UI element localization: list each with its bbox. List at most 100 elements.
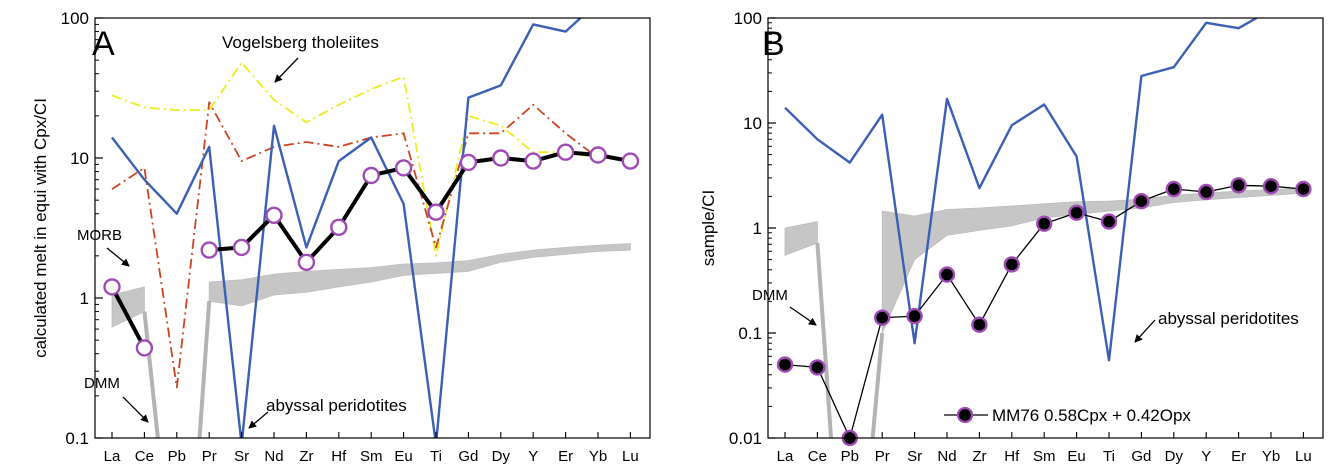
- x-tick-label-nd: Nd: [937, 448, 956, 465]
- annotation-dmm-a: DMM: [84, 375, 120, 392]
- x-axis-a: La Ce Pb Pr Sr Nd Zr Hf Sm Eu Ti Gd Dy Y Er Yb Lu: [104, 432, 639, 465]
- x-tick-label-hf: Hf: [331, 448, 347, 465]
- x-tick-label-pr: Pr: [875, 448, 890, 465]
- arrow-abyssal-a: [248, 411, 269, 429]
- sample-point-dy: [492, 149, 510, 167]
- sample-point-gd: [1133, 192, 1150, 210]
- x-tick-label-ce: Ce: [808, 448, 827, 465]
- legend-b: MM76 0.58Cpx + 0.42Opx: [944, 406, 1191, 425]
- sample-point-ti: [1100, 213, 1118, 230]
- y-tick-label: 10: [743, 114, 762, 133]
- sample-point-gd: [459, 153, 478, 172]
- sample-point-ti: [427, 203, 445, 221]
- sample-point-y: [1197, 183, 1215, 201]
- annotation-abyssal-a: abyssal peridotites: [266, 396, 407, 415]
- annotation-dmm-b: DMM: [752, 287, 788, 304]
- sample-point-sm: [362, 166, 380, 185]
- x-tick-label-dy: Dy: [492, 448, 511, 465]
- arrow-morb: [106, 247, 130, 267]
- arrow-dmm-a: [122, 396, 149, 423]
- legend-label: MM76 0.58Cpx + 0.42Opx: [992, 406, 1191, 425]
- panel-label-a: A: [92, 25, 115, 63]
- sample-markers-b: [776, 177, 1312, 447]
- sample-point-er: [556, 143, 575, 161]
- x-tick-label-ti: Ti: [1103, 448, 1115, 465]
- sample-point-lu: [1295, 180, 1312, 198]
- y-tick-label: 0.01: [729, 429, 762, 448]
- sample-point-hf: [330, 218, 348, 237]
- x-tick-label-lu: Lu: [1295, 448, 1312, 465]
- x-tick-label-la: La: [104, 448, 121, 465]
- sample-point-ce: [135, 339, 154, 357]
- dmm-drop-line: [142, 311, 160, 438]
- dmm-band-segment: [208, 243, 631, 307]
- x-tick-label-er: Er: [558, 448, 573, 465]
- x-tick-label-sm: Sm: [1033, 448, 1056, 465]
- annotation-morb: MORB: [77, 227, 122, 244]
- sample-point-zr: [297, 253, 316, 271]
- legend-marker: [956, 406, 974, 424]
- sample-point-zr: [971, 316, 988, 333]
- sample-point-pr: [874, 309, 891, 326]
- x-tick-label-la: La: [777, 448, 794, 465]
- x-tick-label-zr: Zr: [972, 448, 986, 465]
- series-line-abyssal: [111, 18, 583, 438]
- x-tick-label-pb: Pb: [168, 448, 186, 465]
- x-tick-label-y: Y: [1201, 448, 1211, 465]
- y-tick-label: 0.1: [65, 429, 89, 448]
- sample-markers-a: [103, 143, 640, 357]
- x-tick-label-lu: Lu: [622, 448, 639, 465]
- x-tick-label-er: Er: [1231, 448, 1246, 465]
- sample-point-eu: [394, 159, 413, 177]
- x-tick-label-yb: Yb: [589, 448, 607, 465]
- dmm-drop-line: [815, 242, 834, 438]
- sample-point-hf: [1003, 256, 1020, 273]
- series-line-morb: [111, 101, 599, 389]
- series-lines-a: [110, 18, 631, 438]
- x-tick-label-yb: Yb: [1262, 448, 1280, 465]
- y-tick-label: 100: [61, 9, 89, 28]
- x-tick-label-eu: Eu: [1067, 448, 1085, 465]
- x-tick-label-pb: Pb: [841, 448, 859, 465]
- x-tick-label-sr: Sr: [234, 448, 249, 465]
- x-tick-label-y: Y: [528, 448, 538, 465]
- arrow-vogelsberg: [274, 57, 299, 83]
- sample-point-sr: [906, 307, 923, 325]
- series-line-vogelsberg: [111, 61, 599, 257]
- x-tick-label-dy: Dy: [1165, 448, 1184, 465]
- panel-label-b: B: [762, 25, 785, 63]
- plot-frame-a: [94, 17, 651, 439]
- x-tick-label-pr: Pr: [202, 448, 217, 465]
- sample-point-la: [103, 278, 121, 296]
- arrow-abyssal-b: [1134, 319, 1156, 343]
- panel-a: 0.1 1 10 100 La Ce Pb Pr Sr Nd Zr Hf Sm Eu Ti Gd Dy Y Er Y…: [31, 9, 651, 465]
- y-tick-label: 1: [80, 289, 89, 308]
- x-tick-label-gd: Gd: [1131, 448, 1151, 465]
- sample-point-dy: [1165, 180, 1183, 198]
- series-line-abyssal: [784, 18, 1259, 362]
- sample-point-nd: [265, 206, 283, 225]
- dmm-band-b: [784, 187, 1304, 438]
- y-axis-b: 0.01 0.1 1 10 100: [729, 9, 776, 448]
- x-axis-b: La Ce Pb Pr Sr Nd Zr Hf Sm Eu Ti Gd Dy Y Er Yb Lu: [777, 432, 1312, 465]
- sample-point-eu: [1068, 204, 1085, 221]
- sample-point-nd: [938, 266, 956, 283]
- y-tick-label: 1: [753, 219, 762, 238]
- sample-point-pr: [200, 241, 218, 259]
- sample-point-lu: [621, 152, 640, 170]
- x-tick-label-sr: Sr: [907, 448, 922, 465]
- sample-point-ce: [809, 359, 826, 376]
- y-axis-a: 0.1 1 10 100: [61, 9, 103, 448]
- dmm-band-a: [111, 243, 631, 438]
- x-tick-label-hf: Hf: [1004, 448, 1020, 465]
- x-tick-label-sm: Sm: [360, 448, 383, 465]
- y-tick-label: 0.1: [738, 324, 762, 343]
- dmm-rise-line: [870, 332, 885, 438]
- x-tick-label-ce: Ce: [135, 448, 154, 465]
- x-tick-label-eu: Eu: [394, 448, 412, 465]
- dmm-rise-line: [197, 300, 212, 438]
- sample-point-y: [524, 152, 542, 170]
- dmm-band-segment: [784, 221, 818, 256]
- x-tick-label-gd: Gd: [458, 448, 478, 465]
